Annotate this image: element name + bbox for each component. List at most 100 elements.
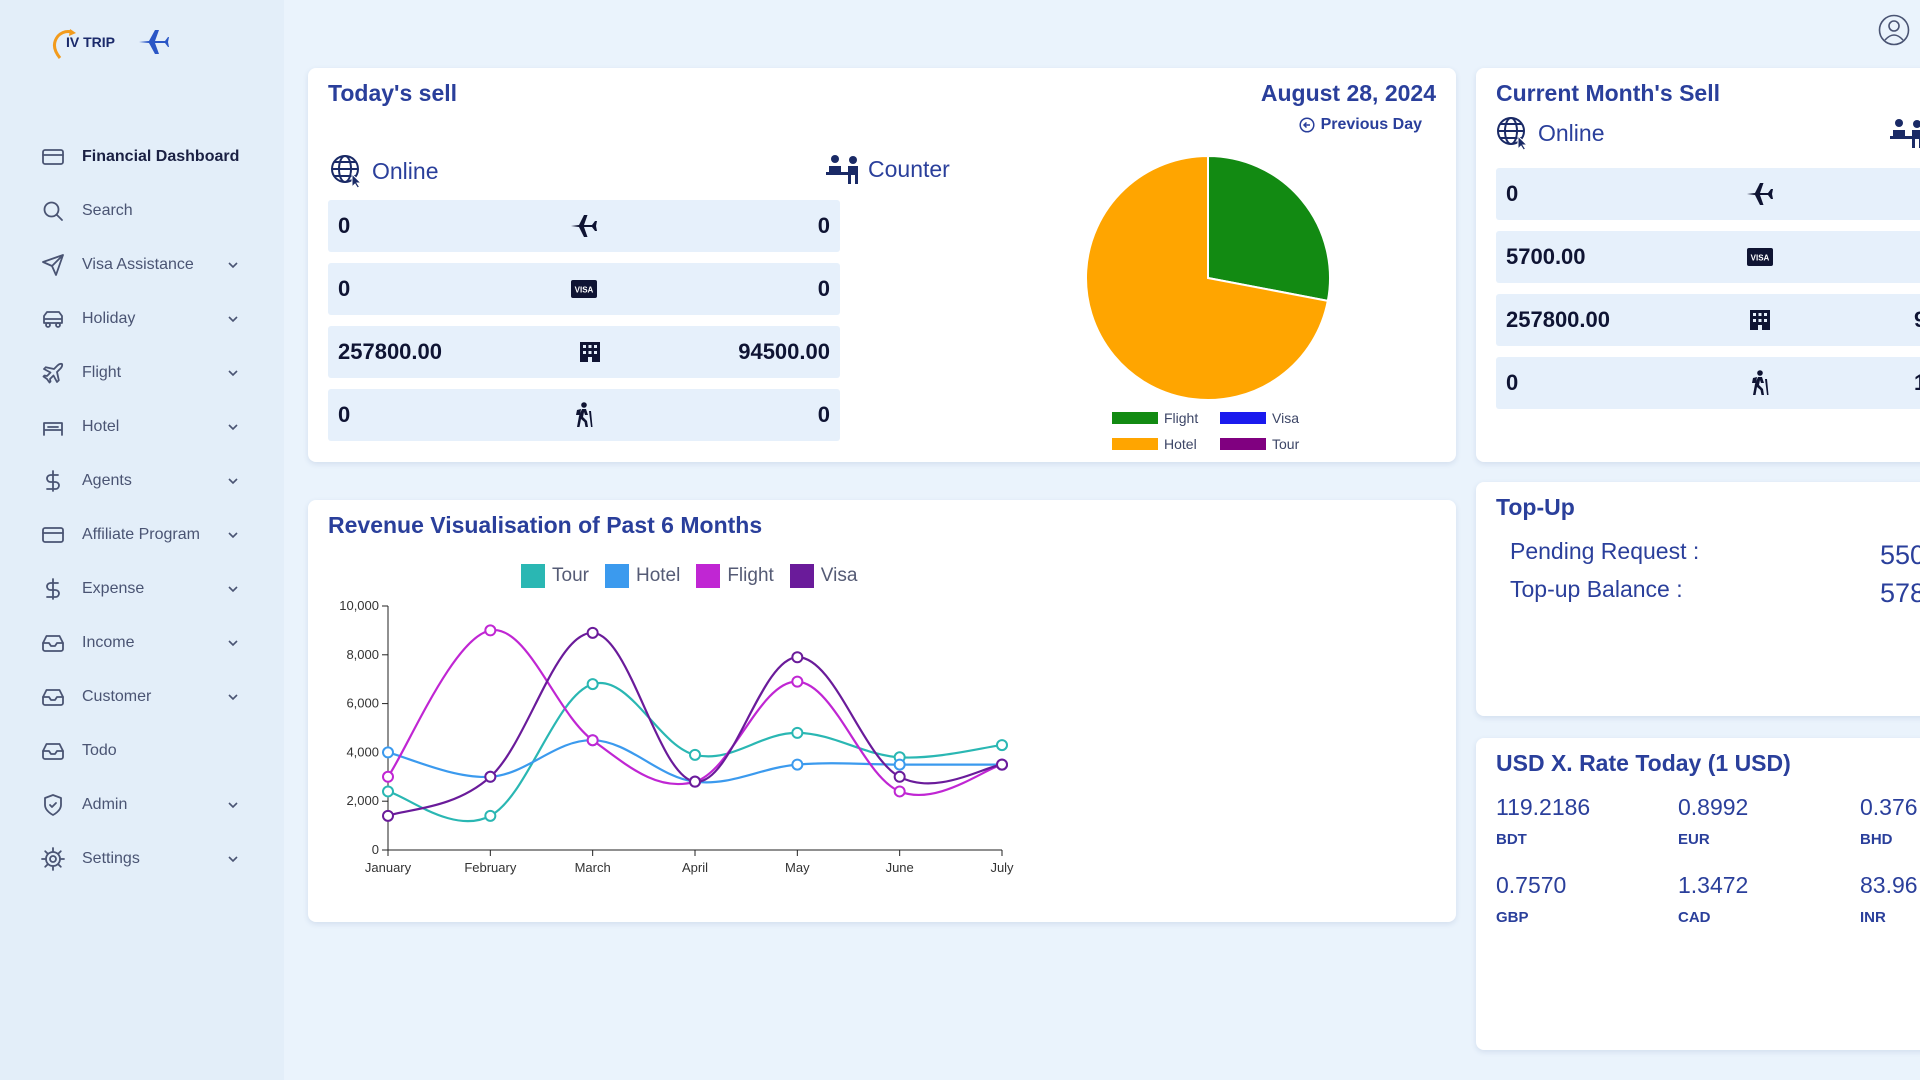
logo-text: IV TRIP: [50, 29, 115, 59]
sidebar-item-customer[interactable]: Customer: [40, 670, 240, 724]
data-point-hotel[interactable]: [791, 758, 804, 771]
revenue-line-chart: 0 2,000 4,000 6,000 8,000 10,000 January Februa…: [339, 598, 1014, 875]
sidebar-item-admin[interactable]: Admin: [40, 778, 240, 832]
y-tick-label: 8,000: [346, 647, 379, 662]
sidebar-item-label: Agents: [82, 472, 132, 489]
x-tick-label: March: [575, 860, 611, 875]
sidebar-item-label: Flight: [82, 364, 122, 381]
sidebar-item-flight[interactable]: Flight: [40, 346, 240, 400]
month-row: 5700.00 VISA: [1496, 231, 1920, 283]
online-value: 0: [338, 276, 351, 301]
sidebar-item-expense[interactable]: Expense: [40, 562, 240, 616]
series-line-flight: [387, 629, 1003, 797]
visa-card-icon: VISA: [1746, 243, 1774, 271]
x-tick-label: February: [464, 860, 517, 875]
plane-logo-icon: [139, 30, 170, 54]
sidebar-item-affiliate-program[interactable]: Affiliate Program: [40, 508, 240, 562]
svg-text:VISA: VISA: [575, 286, 594, 295]
data-point-hotel[interactable]: [382, 746, 394, 759]
sidebar-item-income[interactable]: Income: [40, 616, 240, 670]
data-point-tour[interactable]: [586, 678, 599, 691]
rate-value: 1.3472: [1678, 872, 1749, 898]
sidebar-item-holiday[interactable]: Holiday: [40, 292, 240, 346]
online-header: Online: [330, 154, 438, 188]
data-point-tour[interactable]: [689, 748, 701, 761]
brand-logo[interactable]: IV TRIP: [50, 28, 170, 59]
send-icon: [42, 254, 64, 276]
online-value: 0: [338, 402, 351, 427]
rate-bdt: 119.2186 BDT: [1496, 794, 1590, 848]
legend-item-hotel: Hotel: [1112, 436, 1197, 452]
revenue-legend-item-tour[interactable]: Tour: [521, 564, 589, 588]
month-online-value: 0: [1506, 370, 1519, 395]
sidebar-item-label: Todo: [82, 742, 117, 759]
data-point-visa[interactable]: [484, 770, 497, 783]
sidebar-item-settings[interactable]: Settings: [40, 832, 240, 886]
data-point-visa[interactable]: [893, 770, 906, 783]
sidebar-item-hotel[interactable]: Hotel: [40, 400, 240, 454]
data-point-tour[interactable]: [791, 726, 804, 739]
user-avatar-icon[interactable]: [1878, 14, 1910, 46]
previous-day-button[interactable]: Previous Day: [1299, 116, 1422, 134]
chevron-down-icon: [228, 640, 238, 647]
car-icon: [43, 311, 63, 328]
sidebar-item-icon: [40, 522, 66, 548]
sidebar-item-todo[interactable]: Todo: [40, 724, 240, 778]
sidebar-item-agents[interactable]: Agents: [40, 454, 240, 508]
data-point-visa[interactable]: [689, 775, 701, 788]
data-point-tour[interactable]: [484, 809, 497, 822]
counter-value: 0: [817, 213, 830, 238]
data-point-hotel[interactable]: [893, 758, 906, 771]
chevron-down-icon: [228, 316, 238, 323]
building-icon: [576, 338, 604, 366]
y-tick-label: 2,000: [346, 793, 379, 808]
inbox-icon: [42, 743, 64, 760]
revenue-legend-item-flight[interactable]: Flight: [696, 564, 774, 588]
counter-value: 94500.00: [738, 339, 830, 364]
globe-cursor-icon: [1497, 117, 1529, 150]
chevron-down-icon: [228, 478, 238, 485]
data-point-flight[interactable]: [893, 785, 906, 798]
search-icon: [43, 201, 63, 221]
data-point-flight[interactable]: [484, 624, 497, 637]
data-point-flight[interactable]: [791, 675, 804, 688]
legend-item-visa: Visa: [1220, 410, 1299, 426]
data-point-visa[interactable]: [791, 651, 804, 664]
sidebar-item-icon: [40, 198, 66, 224]
usd-rate-title: USD X. Rate Today (1 USD): [1496, 750, 1791, 776]
data-point-flight[interactable]: [382, 770, 394, 783]
data-point-visa[interactable]: [382, 809, 394, 822]
revenue-legend-item-hotel[interactable]: Hotel: [604, 564, 680, 588]
card-icon: [42, 149, 64, 165]
sidebar-item-label: Income: [82, 634, 135, 651]
topup-card: Top-Up Pending Request : 550 Top-up Bala…: [1476, 482, 1920, 716]
month-row: 0 12: [1496, 357, 1920, 409]
data-point-flight[interactable]: [586, 734, 599, 747]
legend-label: Visa: [820, 565, 858, 586]
current-month-card: Current Month's Sell Online 0 5700.00 VISA…: [1476, 68, 1920, 462]
data-point-tour[interactable]: [382, 785, 394, 798]
month-online-label: Online: [1538, 119, 1605, 146]
data-point-visa[interactable]: [996, 758, 1008, 771]
currency-code: INR: [1860, 909, 1886, 926]
pending-request-label: Pending Request :: [1510, 538, 1700, 564]
data-point-visa[interactable]: [586, 626, 599, 639]
hiker-icon: [570, 401, 598, 429]
data-point-tour[interactable]: [996, 739, 1008, 752]
pie-slice-hotel[interactable]: [1085, 154, 1330, 401]
pie-slice-flight[interactable]: [1207, 154, 1331, 303]
currency-code: BHD: [1860, 831, 1893, 848]
x-tick-label: April: [682, 860, 708, 875]
sidebar-item-icon: [40, 468, 66, 494]
inbox-icon: [42, 689, 64, 706]
sidebar-item-visa-assistance[interactable]: Visa Assistance: [40, 238, 240, 292]
usd-rate-card: USD X. Rate Today (1 USD) 119.2186 BDT 0.8…: [1476, 738, 1920, 1050]
revenue-legend-item-visa[interactable]: Visa: [789, 564, 858, 588]
sidebar-item-search[interactable]: Search: [40, 184, 240, 238]
rate-value: 0.376: [1860, 794, 1918, 820]
legend-item-tour: Tour: [1220, 436, 1299, 452]
sidebar-item-financial-dashboard[interactable]: Financial Dashboard: [40, 130, 240, 184]
legend-label: Flight: [727, 565, 774, 586]
sidebar-item-label: Holiday: [82, 310, 136, 327]
